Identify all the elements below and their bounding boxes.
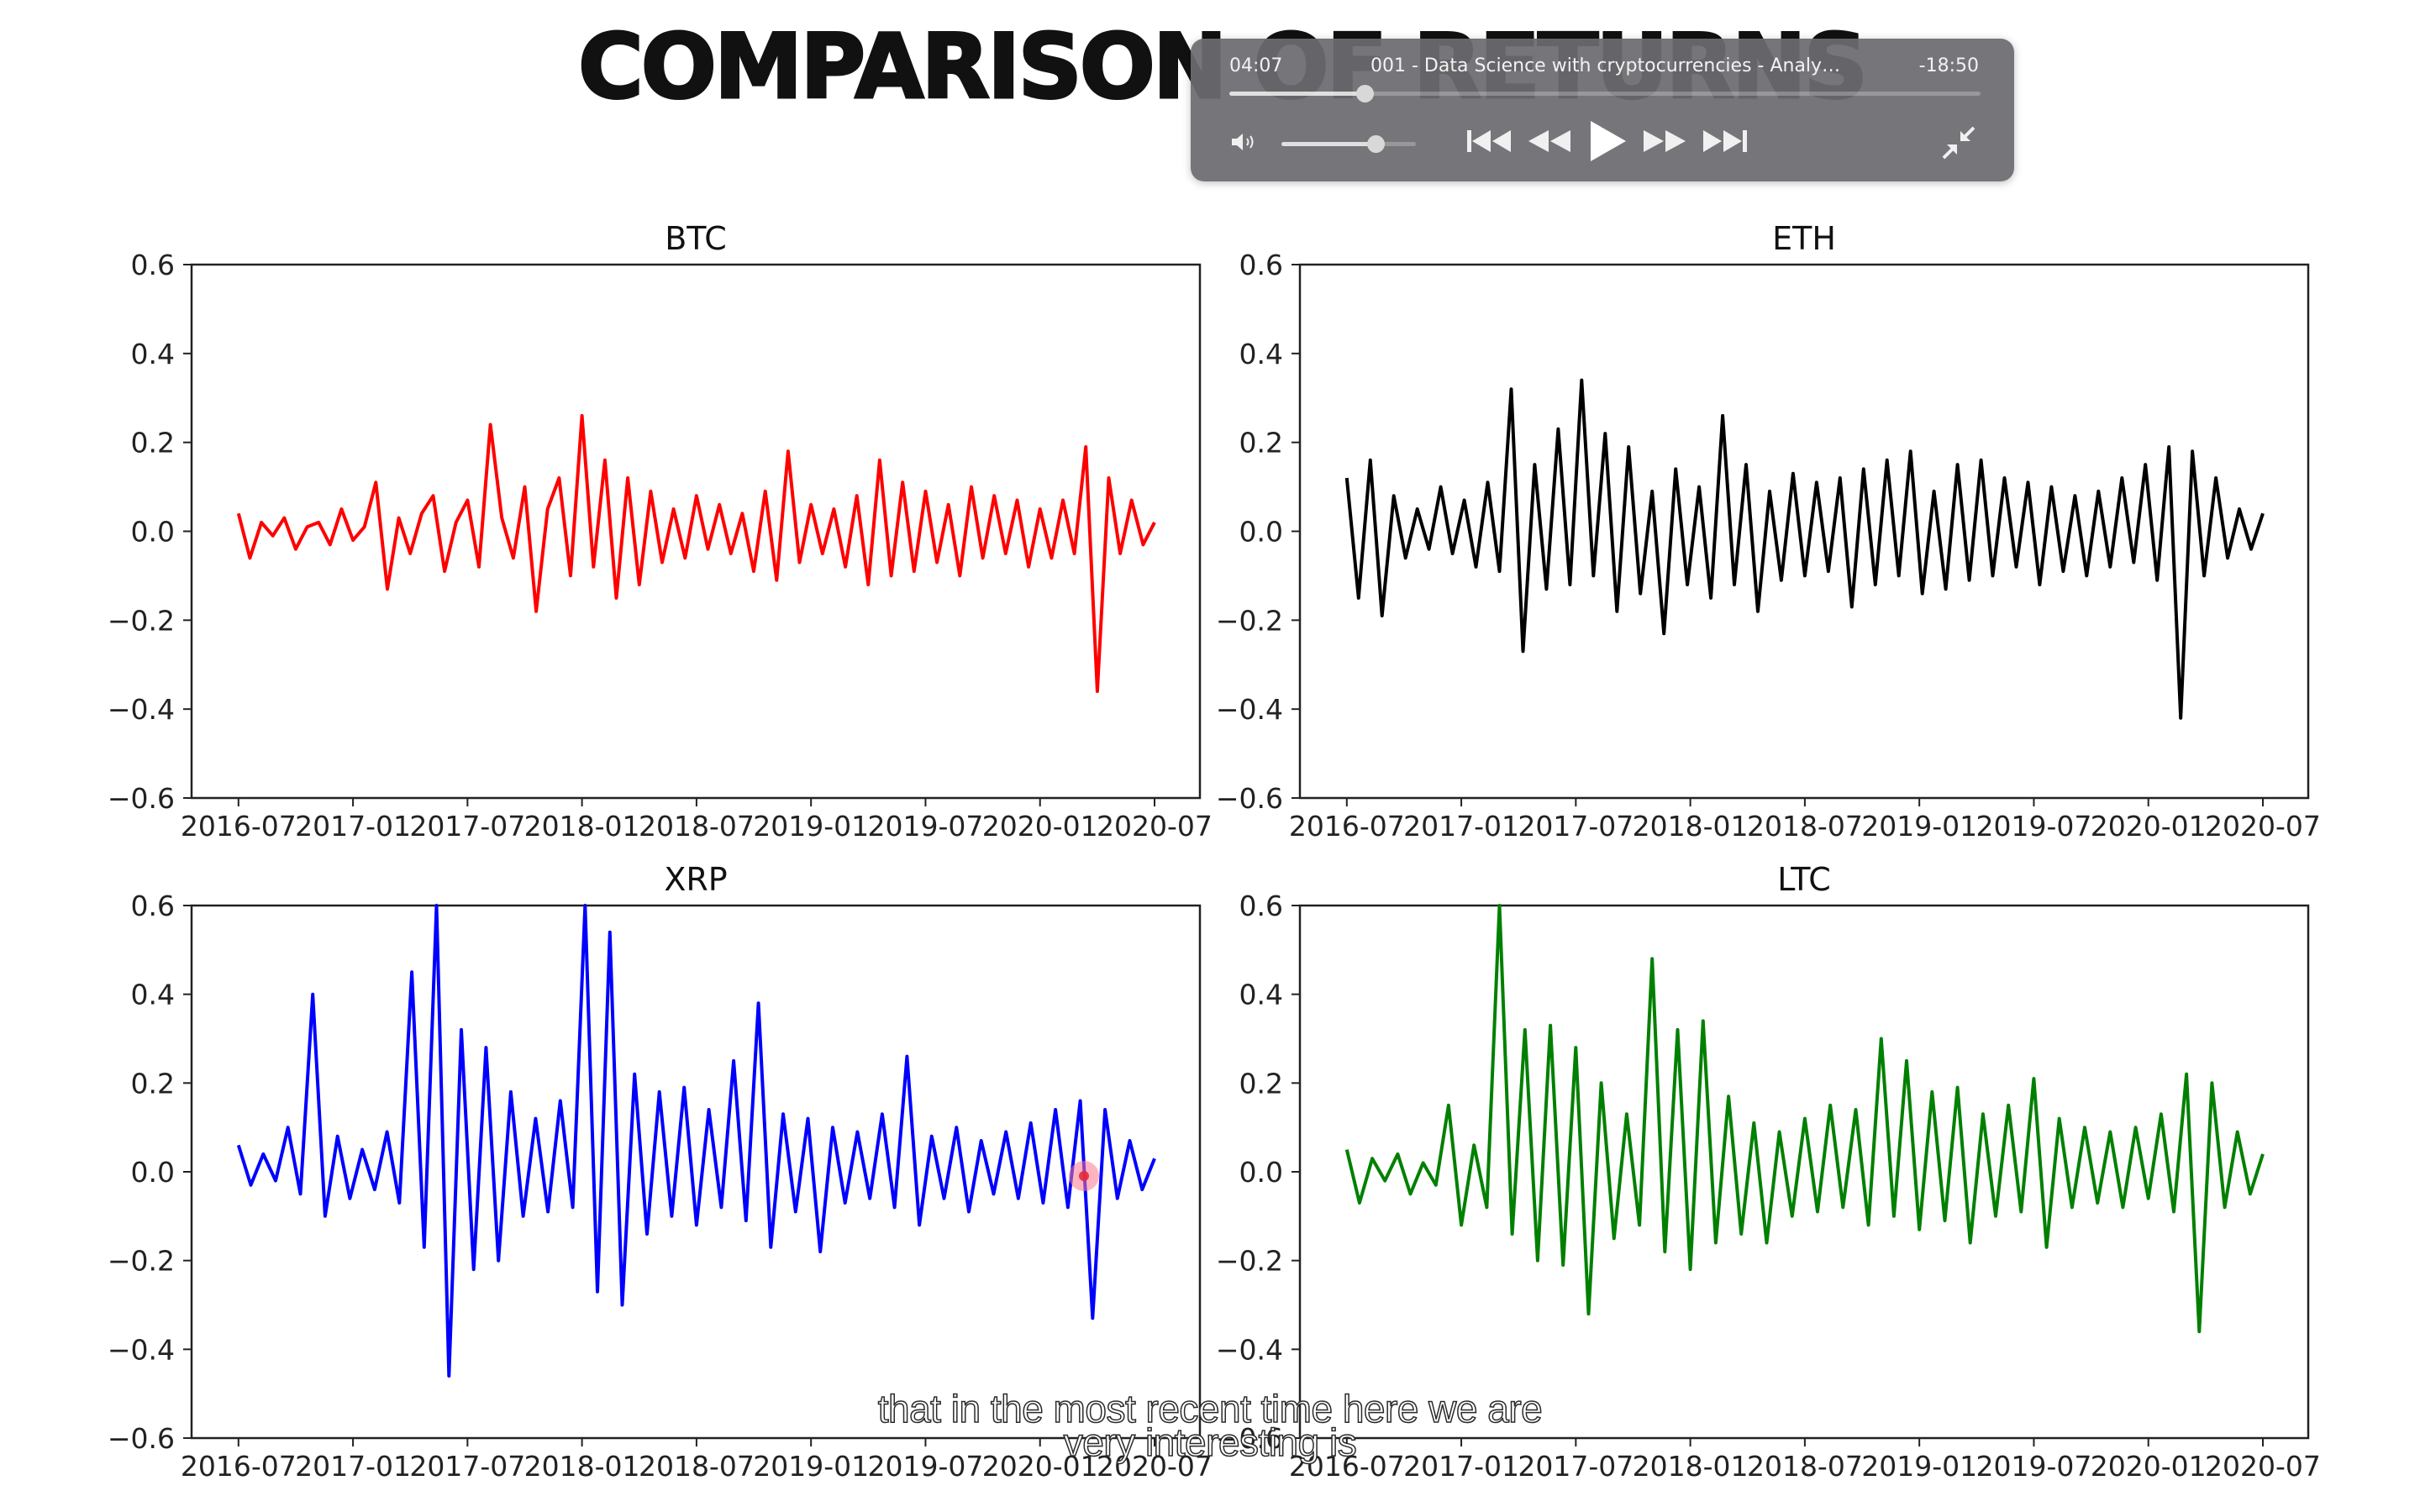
eth-x-tick-label: 2019-07: [1976, 810, 2092, 843]
btc-returns-line: [236, 413, 1156, 693]
skip-back-icon[interactable]: [1464, 123, 1514, 160]
eth-x-tick-label: 2019-01: [1861, 810, 1977, 843]
fast-forward-icon[interactable]: [1640, 123, 1689, 160]
ltc-x-tick-label: 2017-01: [1403, 1450, 1519, 1483]
xrp-chart-title: XRP: [664, 861, 727, 898]
eth-plot-frame: [1298, 263, 2310, 800]
xrp-y-tick-label: −0.4: [108, 1333, 175, 1366]
xrp-x-tick-label: 2018-01: [524, 1450, 640, 1483]
btc-y-tick-label: −0.6: [108, 782, 175, 815]
xrp-returns-line: [236, 904, 1156, 1378]
eth-y-tick-label: 0.6: [1239, 249, 1283, 281]
video-title: 001 - Data Science with cryptocurrencies…: [1370, 55, 1849, 76]
volume-fill: [1281, 142, 1376, 146]
eth-x-tick-label: 2018-01: [1633, 810, 1749, 843]
btc-chart-title: BTC: [665, 220, 727, 257]
video-player-controls[interactable]: 04:07 001 - Data Science with cryptocurr…: [1191, 39, 2014, 181]
btc-x-tick-label: 2018-07: [639, 810, 755, 843]
ltc-y-tick-label: 0.4: [1239, 979, 1283, 1011]
btc-x-tick-label: 2017-01: [295, 810, 411, 843]
ltc-x-tick-label: 2016-07: [1289, 1450, 1405, 1483]
xrp-y-tick-label: 0.4: [131, 979, 175, 1011]
btc-y-tick-label: −0.4: [108, 693, 175, 726]
btc-x-tick-label: 2017-07: [409, 810, 525, 843]
eth-y-tick-label: −0.2: [1216, 604, 1283, 637]
btc-x-tick-label: 2020-01: [982, 810, 1098, 843]
eth-x-tick-label: 2017-01: [1403, 810, 1519, 843]
xrp-x-tick-label: 2018-07: [639, 1450, 755, 1483]
eth-y-tick-label: −0.4: [1216, 693, 1283, 726]
eth-x-tick-label: 2017-07: [1518, 810, 1634, 843]
rewind-icon[interactable]: [1525, 123, 1574, 160]
eth-returns-line: [1344, 378, 2265, 720]
ltc-x-tick-label: 2018-01: [1633, 1450, 1749, 1483]
ltc-plot-frame: [1298, 904, 2310, 1440]
ltc-y-tick-label: 0.2: [1239, 1067, 1283, 1100]
eth-y-tick-label: 0.0: [1239, 516, 1283, 549]
ltc-x-tick-label: 2017-07: [1518, 1450, 1634, 1483]
ltc-y-tick-label: −0.4: [1216, 1333, 1283, 1366]
xrp-x-tick-label: 2017-07: [409, 1450, 525, 1483]
ltc-chart-title: LTC: [1777, 861, 1830, 898]
btc-y-tick-label: 0.2: [131, 427, 175, 459]
progress-bar[interactable]: [1229, 85, 1981, 102]
xrp-x-tick-label: 2019-01: [753, 1450, 869, 1483]
progress-scrubber-knob[interactable]: [1355, 85, 1374, 102]
eth-x-tick-label: 2016-07: [1289, 810, 1405, 843]
skip-forward-icon[interactable]: [1700, 123, 1750, 160]
eth-x-tick-label: 2020-07: [2205, 810, 2321, 843]
ltc-x-tick-label: 2020-01: [2091, 1450, 2207, 1483]
xrp-x-tick-label: 2020-01: [982, 1450, 1098, 1483]
eth-y-tick-label: 0.4: [1239, 338, 1283, 370]
xrp-y-tick-label: −0.2: [108, 1245, 175, 1278]
btc-x-tick-label: 2019-01: [753, 810, 869, 843]
btc-y-tick-label: 0.4: [131, 338, 175, 370]
remaining-time: -18:50: [1918, 55, 1979, 76]
ltc-x-tick-label: 2020-07: [2205, 1450, 2321, 1483]
eth-y-tick-label: 0.2: [1239, 427, 1283, 459]
btc-x-tick-label: 2020-07: [1097, 810, 1213, 843]
ltc-x-tick-label: 2019-01: [1861, 1450, 1977, 1483]
eth-y-tick-label: −0.6: [1216, 782, 1283, 815]
btc-x-tick-label: 2016-07: [181, 810, 297, 843]
xrp-x-tick-label: 2019-07: [868, 1450, 984, 1483]
progress-fill: [1229, 92, 1365, 96]
btc-x-tick-label: 2018-01: [524, 810, 640, 843]
exit-fullscreen-icon[interactable]: [1940, 124, 1977, 161]
ltc-returns-line: [1344, 904, 2265, 1334]
elapsed-time: 04:07: [1229, 55, 1283, 76]
volume-slider[interactable]: [1281, 135, 1416, 153]
xrp-y-tick-label: 0.6: [131, 890, 175, 922]
volume-icon[interactable]: [1229, 129, 1258, 155]
xrp-x-tick-label: 2017-01: [295, 1450, 411, 1483]
xrp-y-tick-label: −0.6: [108, 1422, 175, 1455]
btc-y-tick-label: −0.2: [108, 604, 175, 637]
ltc-y-tick-label: 0.0: [1239, 1156, 1283, 1189]
volume-knob[interactable]: [1367, 135, 1385, 153]
mouse-cursor-dot: [1079, 1171, 1089, 1181]
play-icon[interactable]: [1586, 118, 1629, 165]
ltc-y-tick-label: −0.2: [1216, 1245, 1283, 1278]
eth-chart-title: ETH: [1772, 220, 1836, 257]
btc-x-tick-label: 2019-07: [868, 810, 984, 843]
ltc-y-tick-label: 0.6: [1239, 890, 1283, 922]
btc-y-tick-label: 0.0: [131, 516, 175, 549]
xrp-x-tick-label: 2016-07: [181, 1450, 297, 1483]
xrp-x-tick-label: 2020-07: [1097, 1450, 1213, 1483]
xrp-y-tick-label: 0.0: [131, 1156, 175, 1189]
ltc-x-tick-label: 2018-07: [1747, 1450, 1863, 1483]
subtitle-line-1: that in the most recent time here we are: [877, 1386, 1544, 1431]
btc-plot-frame: [190, 263, 1202, 800]
ltc-y-tick-label: −0.6: [1216, 1422, 1283, 1455]
xrp-y-tick-label: 0.2: [131, 1067, 175, 1100]
eth-x-tick-label: 2018-07: [1747, 810, 1863, 843]
subtitle-line-2: very interesting is: [1063, 1420, 1357, 1465]
eth-x-tick-label: 2020-01: [2091, 810, 2207, 843]
btc-y-tick-label: 0.6: [131, 249, 175, 281]
ltc-x-tick-label: 2019-07: [1976, 1450, 2092, 1483]
